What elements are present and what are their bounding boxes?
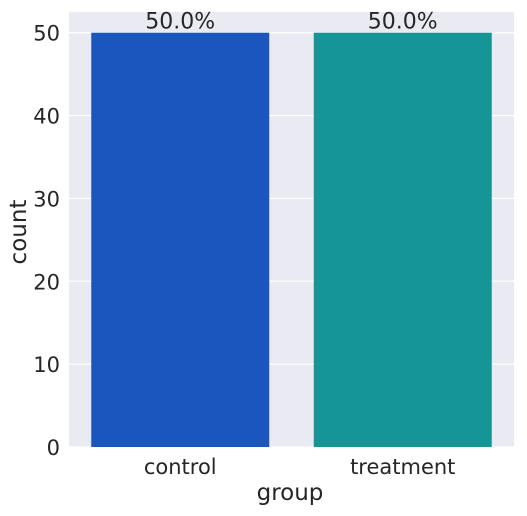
x-axis-label: group <box>257 480 324 506</box>
bars <box>91 32 492 447</box>
x-tick-label-treatment: treatment <box>350 455 455 479</box>
x-tick-label-control: control <box>144 455 217 479</box>
bar-label-control: 50.0% <box>145 10 215 35</box>
y-tick-label: 10 <box>33 353 60 377</box>
y-tick-labels: 0 10 20 30 40 50 <box>33 22 60 460</box>
y-tick-label: 40 <box>33 105 60 129</box>
y-tick-label: 30 <box>33 187 60 211</box>
bar-control <box>91 32 270 447</box>
bar-labels: 50.0% 50.0% <box>145 10 437 35</box>
x-tick-labels: control treatment <box>144 455 456 479</box>
bar-treatment <box>313 32 492 447</box>
y-tick-label: 0 <box>47 436 60 460</box>
y-tick-label: 50 <box>33 22 60 46</box>
y-axis-label: count <box>6 200 32 265</box>
y-tick-label: 20 <box>33 270 60 294</box>
bar-label-treatment: 50.0% <box>368 10 438 35</box>
